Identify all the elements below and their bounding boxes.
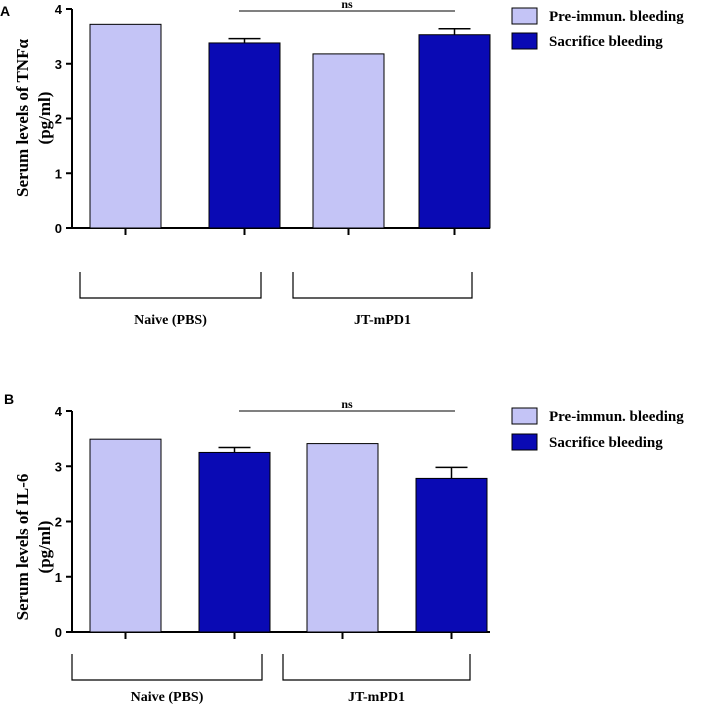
legend-swatch: [511, 407, 538, 425]
y-tick-label: 4: [55, 2, 63, 17]
bar: [418, 34, 491, 229]
y-label-line-2: (pg/ml): [35, 521, 54, 574]
bar: [89, 438, 162, 633]
panel-b-y-axis-label: Serum levels of IL-6 (pg/ml): [13, 474, 54, 621]
group-bracket: [79, 272, 262, 299]
y-label-line-1: Serum levels of IL-6: [13, 474, 32, 621]
y-tick-label: 3: [55, 459, 62, 474]
y-tick-label: 4: [55, 404, 63, 419]
panel-a: A Serum levels of TNFα (pg/ml) 0 1 2 3 4 ns Pr…: [0, 0, 684, 328]
legend-swatch: [511, 32, 538, 50]
legend-swatch: [511, 433, 538, 451]
group-label: Naive (PBS): [134, 313, 207, 328]
y-tick-label: 1: [55, 166, 62, 181]
y-label-line-2: (pg/ml): [35, 92, 54, 145]
bar: [415, 477, 488, 633]
bar: [312, 53, 385, 229]
legend-label: Pre-immun. bleeding: [549, 9, 684, 25]
significance-label: ns: [341, 397, 353, 411]
y-tick-label: 3: [55, 57, 62, 72]
bar: [208, 42, 281, 229]
panel-a-letter: A: [0, 3, 10, 19]
y-tick-label: 0: [55, 221, 62, 236]
y-tick-label: 2: [55, 112, 62, 127]
y-tick-label: 1: [55, 570, 62, 585]
group-label: JT-mPD1: [348, 690, 405, 705]
significance-label: ns: [341, 0, 353, 11]
group-bracket: [282, 654, 471, 681]
group-bracket: [71, 654, 263, 681]
legend-label: Sacrifice bleeding: [549, 34, 663, 50]
y-label-line-1: Serum levels of TNFα: [13, 39, 32, 197]
legend-swatch: [511, 7, 538, 25]
bar: [198, 451, 271, 633]
y-tick-label: 0: [55, 625, 62, 640]
panel-b: B Serum levels of IL-6 (pg/ml) 0 1 2 3 4 ns Pr…: [4, 391, 684, 705]
panel-a-y-axis-label: Serum levels of TNFα (pg/ml): [13, 39, 54, 197]
panel-b-letter: B: [4, 391, 14, 407]
group-label: Naive (PBS): [131, 690, 204, 705]
legend-label: Pre-immun. bleeding: [549, 409, 684, 425]
legend-label: Sacrifice bleeding: [549, 435, 663, 451]
y-tick-label: 2: [55, 515, 62, 530]
group-bracket: [292, 272, 473, 299]
bar: [89, 23, 162, 229]
group-label: JT-mPD1: [354, 313, 411, 328]
bar: [306, 443, 379, 633]
